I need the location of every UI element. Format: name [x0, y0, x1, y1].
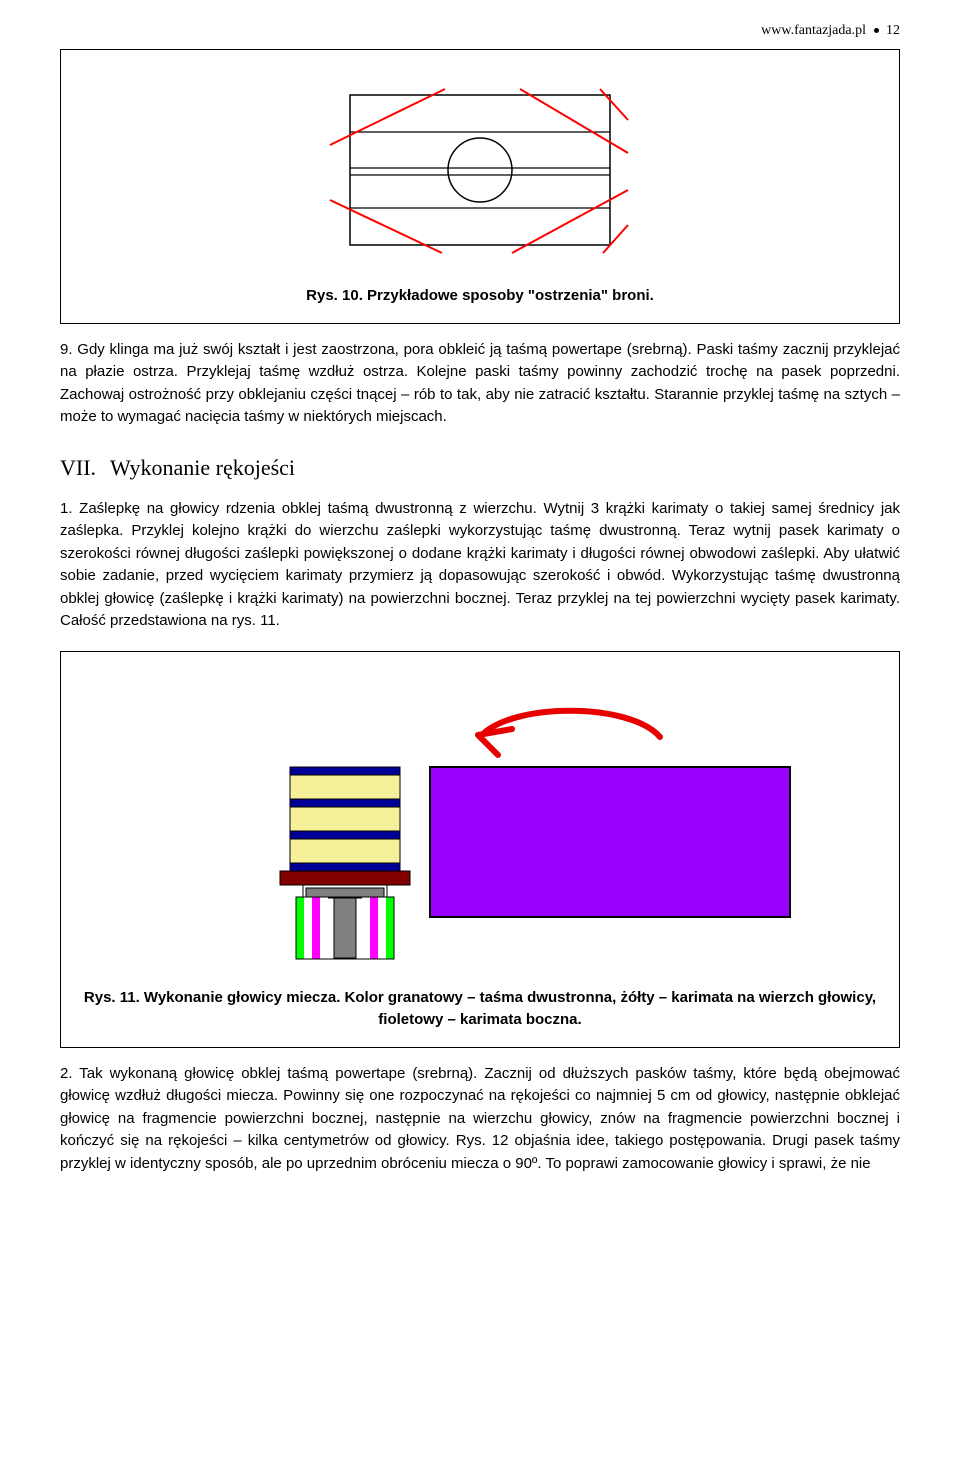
figure-10-caption: Rys. 10. Przykładowe sposoby "ostrzenia"… — [76, 285, 884, 308]
paragraph-1: 1. Zaślepkę na głowicy rdzenia obklej ta… — [60, 498, 900, 633]
section-number: VII. — [60, 455, 96, 480]
figure-10-svg — [270, 65, 690, 275]
section-heading: VII. Wykonanie rękojeści — [60, 451, 900, 484]
figure-11-caption: Rys. 11. Wykonanie głowicy miecza. Kolor… — [76, 987, 884, 1032]
page-number: 12 — [886, 23, 900, 38]
site-url: www.fantazjada.pl — [761, 23, 866, 38]
paragraph-9: 9. Gdy klinga ma już swój kształt i jest… — [60, 339, 900, 429]
figure-11-box: Rys. 11. Wykonanie głowicy miecza. Kolor… — [60, 651, 900, 1048]
figure-10-box: Rys. 10. Przykładowe sposoby "ostrzenia"… — [60, 49, 900, 324]
section-title: Wykonanie rękojeści — [110, 455, 295, 480]
figure-11-svg — [100, 667, 860, 977]
paragraph-2: 2. Tak wykonaną głowicę obklej taśmą pow… — [60, 1063, 900, 1176]
header-dot — [874, 28, 879, 33]
page-header: www.fantazjada.pl 12 — [60, 20, 900, 41]
